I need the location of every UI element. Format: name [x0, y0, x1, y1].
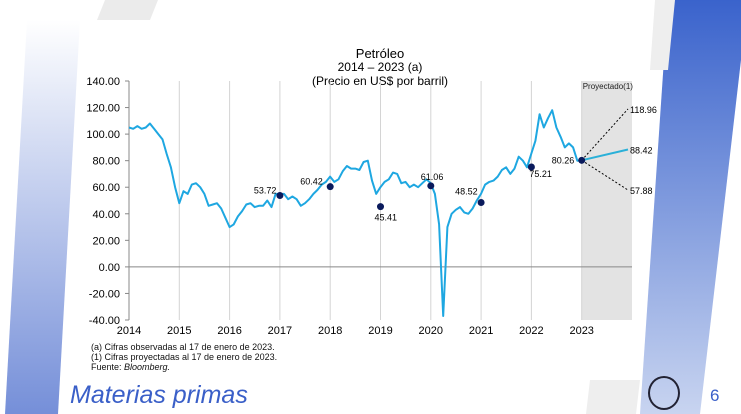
note-projected: (1) Cifras proyectadas al 17 de enero de…: [91, 352, 278, 362]
data-point-marker: [527, 163, 535, 171]
chart-notes: (a) Cifras observadas al 17 de enero de …: [91, 342, 277, 372]
x-tick-label: 2020: [419, 325, 443, 337]
section-title: Materias primas: [70, 381, 248, 409]
data-point-marker: [477, 198, 485, 206]
x-tick-label: 2017: [268, 325, 292, 337]
data-point-marker: [377, 203, 384, 211]
data-point-marker: [276, 192, 284, 200]
y-tick-label: 20.00: [92, 235, 120, 247]
x-tick-label: 2023: [569, 325, 593, 337]
data-point-label: 45.41: [375, 213, 398, 223]
chart-title: Petróleo: [355, 46, 405, 61]
x-tick-label: 2018: [318, 325, 342, 337]
data-point-label: 61.06: [421, 172, 444, 182]
data-point-label: 48.52: [455, 186, 478, 196]
y-tick-label: 40.00: [92, 209, 120, 221]
y-tick-label: -40.00: [89, 315, 120, 327]
projection-label: Proyectado(1): [583, 82, 634, 91]
bank-seal-logo: [648, 376, 680, 410]
projection-region: [581, 81, 632, 320]
source-prefix: Fuente:: [91, 362, 125, 372]
projection-low-label: 57.88: [630, 186, 653, 196]
data-point-marker: [427, 182, 435, 190]
projection-low-line: [581, 159, 629, 191]
x-tick-label: 2021: [469, 325, 493, 337]
data-point-marker: [578, 156, 586, 164]
x-tick-label: 2019: [368, 325, 392, 337]
y-tick-label: 80.00: [92, 156, 120, 168]
chart-subtitle: 2014 – 2023 (a): [337, 60, 423, 74]
data-point-marker: [326, 183, 334, 191]
y-tick-label: 140.00: [86, 76, 120, 88]
x-tick-label: 2022: [519, 325, 543, 337]
note-source: Fuente: Bloomberg.: [91, 362, 277, 372]
data-point-label: 53.72: [254, 186, 277, 196]
data-point-label: 60.42: [300, 177, 323, 187]
x-tick-label: 2015: [167, 325, 191, 337]
y-tick-label: 60.00: [92, 182, 120, 194]
y-tick-label: -20.00: [89, 288, 120, 300]
x-tick-label: 2016: [217, 325, 241, 337]
data-point-label: 75.21: [529, 169, 552, 179]
page-number: 6: [710, 386, 720, 405]
projection-mid-label: 88.42: [630, 145, 653, 155]
projection-high-line: [581, 108, 629, 161]
projection-mid-line: [581, 148, 629, 162]
source-name: Bloomberg.: [124, 362, 171, 372]
projection-high-label: 118.96: [630, 105, 657, 115]
note-observed: (a) Cifras observadas al 17 de enero de …: [91, 342, 275, 352]
y-tick-label: 100.00: [86, 129, 120, 141]
price-series-line: [128, 109, 582, 317]
x-tick-label: 2014: [117, 325, 141, 337]
data-point-label: 80.26: [552, 155, 575, 165]
y-tick-label: 120.00: [86, 103, 120, 115]
y-tick-label: 0.00: [99, 262, 120, 274]
